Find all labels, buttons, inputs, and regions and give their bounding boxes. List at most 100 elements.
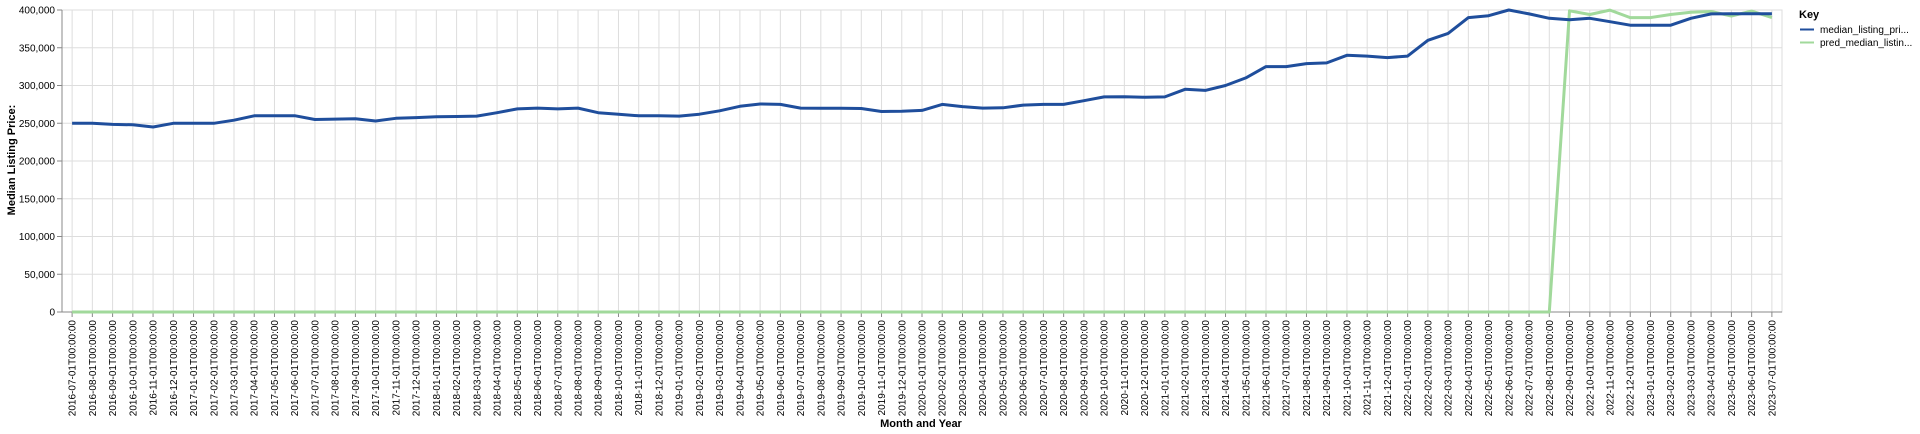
x-tick-label: 2020-03-01T00:00:00 bbox=[958, 320, 969, 417]
x-tick-label: 2016-08-01T00:00:00 bbox=[88, 320, 99, 417]
x-tick-label: 2022-11-01T00:00:00 bbox=[1606, 320, 1617, 416]
x-tick-label: 2020-07-01T00:00:00 bbox=[1039, 320, 1050, 417]
x-tick-label: 2021-11-01T00:00:00 bbox=[1363, 320, 1374, 416]
x-tick-label: 2017-03-01T00:00:00 bbox=[230, 320, 241, 417]
x-tick-label: 2019-04-01T00:00:00 bbox=[735, 320, 746, 417]
legend-label: pred_median_listin... bbox=[1820, 38, 1912, 49]
x-tick-label: 2019-07-01T00:00:00 bbox=[796, 320, 807, 417]
x-tick-label: 2017-09-01T00:00:00 bbox=[351, 320, 362, 417]
x-tick-label: 2021-06-01T00:00:00 bbox=[1262, 320, 1273, 417]
x-tick-label: 2022-04-01T00:00:00 bbox=[1464, 320, 1475, 417]
x-tick-label: 2017-11-01T00:00:00 bbox=[391, 320, 402, 416]
y-tick-label: 200,000 bbox=[19, 157, 56, 168]
x-tick-label: 2022-08-01T00:00:00 bbox=[1545, 320, 1556, 417]
x-tick-label: 2017-07-01T00:00:00 bbox=[310, 320, 321, 417]
x-tick-label: 2023-01-01T00:00:00 bbox=[1646, 320, 1657, 417]
x-tick-label: 2021-02-01T00:00:00 bbox=[1181, 320, 1192, 417]
grid-lines bbox=[62, 9, 1782, 313]
y-tick-label: 150,000 bbox=[19, 194, 56, 205]
x-tick-label: 2022-05-01T00:00:00 bbox=[1484, 320, 1495, 417]
x-tick-label: 2018-12-01T00:00:00 bbox=[654, 320, 665, 417]
x-tick-label: 2018-03-01T00:00:00 bbox=[472, 320, 483, 417]
x-tick-label: 2017-05-01T00:00:00 bbox=[270, 320, 281, 417]
x-tick-label: 2021-12-01T00:00:00 bbox=[1383, 320, 1394, 417]
x-tick-label: 2020-11-01T00:00:00 bbox=[1120, 320, 1131, 416]
series-line-pred-median-listing-price bbox=[72, 8, 1773, 314]
y-tick-label: 300,000 bbox=[19, 81, 56, 92]
x-tick-label: 2022-06-01T00:00:00 bbox=[1504, 320, 1515, 417]
x-tick-label: 2016-07-01T00:00:00 bbox=[68, 320, 79, 417]
x-tick-label: 2019-10-01T00:00:00 bbox=[857, 320, 868, 417]
x-tick-label: 2018-02-01T00:00:00 bbox=[452, 320, 463, 417]
x-tick-label: 2017-02-01T00:00:00 bbox=[209, 320, 220, 417]
legend-title: Key bbox=[1799, 9, 1820, 21]
x-tick-label: 2020-01-01T00:00:00 bbox=[918, 320, 929, 417]
x-tick-label: 2016-11-01T00:00:00 bbox=[149, 320, 160, 416]
y-tick-label: 50,000 bbox=[24, 270, 55, 281]
x-tick-label: 2017-04-01T00:00:00 bbox=[250, 320, 261, 417]
x-tick-label: 2019-09-01T00:00:00 bbox=[837, 320, 848, 417]
x-tick-label: 2019-08-01T00:00:00 bbox=[816, 320, 827, 417]
x-tick-label: 2020-10-01T00:00:00 bbox=[1100, 320, 1111, 417]
x-tick-label: 2021-01-01T00:00:00 bbox=[1160, 320, 1171, 417]
x-tick-label: 2021-04-01T00:00:00 bbox=[1221, 320, 1232, 417]
y-tick-label: 0 bbox=[49, 308, 55, 319]
legend: Key median_listing_pri... pred_median_lis… bbox=[1799, 9, 1912, 49]
x-tick-label: 2017-06-01T00:00:00 bbox=[290, 320, 301, 417]
x-tick-label: 2018-09-01T00:00:00 bbox=[594, 320, 605, 417]
legend-label: median_listing_pri... bbox=[1820, 25, 1909, 36]
x-tick-label: 2018-10-01T00:00:00 bbox=[614, 320, 625, 417]
x-tick-label: 2019-03-01T00:00:00 bbox=[715, 320, 726, 417]
x-tick-label: 2022-12-01T00:00:00 bbox=[1626, 320, 1637, 417]
x-axis-title: Month and Year bbox=[880, 418, 962, 430]
x-tick-label: 2020-05-01T00:00:00 bbox=[998, 320, 1009, 417]
x-tick-label: 2018-01-01T00:00:00 bbox=[432, 320, 443, 417]
x-tick-label: 2023-04-01T00:00:00 bbox=[1707, 320, 1718, 417]
x-tick-label: 2021-09-01T00:00:00 bbox=[1322, 320, 1333, 417]
x-tick-label: 2019-01-01T00:00:00 bbox=[675, 320, 686, 417]
y-axis-title: Median Listing Price: bbox=[6, 105, 18, 216]
x-tick-label: 2022-01-01T00:00:00 bbox=[1403, 320, 1414, 417]
x-tick-label: 2019-12-01T00:00:00 bbox=[897, 320, 908, 417]
x-tick-label: 2021-10-01T00:00:00 bbox=[1342, 320, 1353, 417]
x-tick-label: 2023-06-01T00:00:00 bbox=[1747, 320, 1758, 417]
x-tick-label: 2017-01-01T00:00:00 bbox=[189, 320, 200, 417]
x-tick-label: 2018-04-01T00:00:00 bbox=[493, 320, 504, 417]
x-tick-label: 2019-05-01T00:00:00 bbox=[756, 320, 767, 417]
x-tick-label: 2023-05-01T00:00:00 bbox=[1727, 320, 1738, 417]
x-tick-label: 2021-05-01T00:00:00 bbox=[1241, 320, 1252, 417]
x-tick-label: 2016-12-01T00:00:00 bbox=[169, 320, 180, 417]
x-tick-label: 2023-03-01T00:00:00 bbox=[1686, 320, 1697, 417]
x-tick-label: 2023-02-01T00:00:00 bbox=[1666, 320, 1677, 417]
x-axis-ticks: 2016-07-01T00:00:00 2016-08-01T00:00:00 20… bbox=[68, 312, 1778, 417]
y-tick-label: 250,000 bbox=[19, 119, 56, 130]
x-tick-label: 2017-08-01T00:00:00 bbox=[331, 320, 342, 417]
x-tick-label: 2018-06-01T00:00:00 bbox=[533, 320, 544, 417]
x-tick-label: 2016-10-01T00:00:00 bbox=[128, 320, 139, 417]
x-tick-label: 2017-12-01T00:00:00 bbox=[412, 320, 423, 417]
y-tick-label: 400,000 bbox=[19, 6, 56, 17]
x-tick-label: 2018-11-01T00:00:00 bbox=[634, 320, 645, 416]
x-tick-label: 2022-10-01T00:00:00 bbox=[1585, 320, 1596, 417]
x-tick-label: 2018-07-01T00:00:00 bbox=[553, 320, 564, 417]
x-tick-label: 2018-05-01T00:00:00 bbox=[513, 320, 524, 417]
x-tick-label: 2019-11-01T00:00:00 bbox=[877, 320, 888, 416]
x-tick-label: 2021-03-01T00:00:00 bbox=[1201, 320, 1212, 417]
y-tick-label: 100,000 bbox=[19, 232, 56, 243]
x-tick-label: 2020-04-01T00:00:00 bbox=[978, 320, 989, 417]
x-tick-label: 2022-02-01T00:00:00 bbox=[1423, 320, 1434, 417]
series-line-median-listing-price bbox=[72, 8, 1772, 129]
x-tick-label: 2022-07-01T00:00:00 bbox=[1525, 320, 1536, 417]
x-tick-label: 2019-02-01T00:00:00 bbox=[695, 320, 706, 417]
series-layer bbox=[72, 8, 1773, 314]
x-tick-label: 2020-06-01T00:00:00 bbox=[1019, 320, 1030, 417]
x-tick-label: 2021-08-01T00:00:00 bbox=[1302, 320, 1313, 417]
x-tick-label: 2016-09-01T00:00:00 bbox=[108, 320, 119, 417]
x-tick-label: 2023-07-01T00:00:00 bbox=[1767, 320, 1778, 417]
x-tick-label: 2020-02-01T00:00:00 bbox=[938, 320, 949, 417]
x-tick-label: 2022-03-01T00:00:00 bbox=[1444, 320, 1455, 417]
x-tick-label: 2020-12-01T00:00:00 bbox=[1140, 320, 1151, 417]
x-tick-label: 2017-10-01T00:00:00 bbox=[371, 320, 382, 417]
x-tick-label: 2019-06-01T00:00:00 bbox=[776, 320, 787, 417]
